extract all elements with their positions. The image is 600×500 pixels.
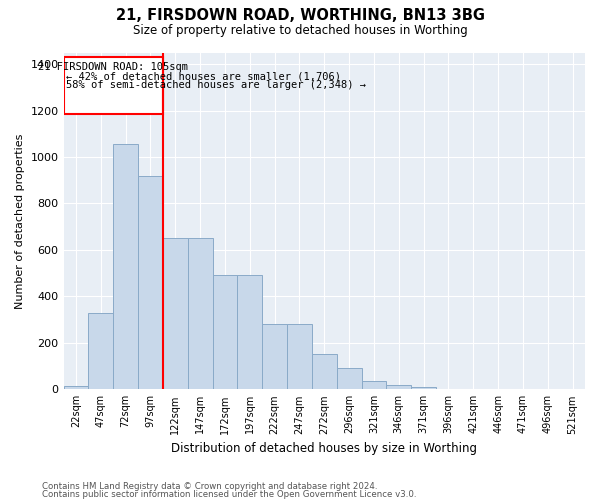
Bar bbox=[64, 386, 88, 390]
Bar bbox=[362, 381, 386, 390]
Bar bbox=[386, 384, 411, 390]
Bar bbox=[163, 238, 188, 390]
Bar bbox=[138, 176, 163, 390]
Bar bbox=[312, 354, 337, 390]
Bar bbox=[238, 276, 262, 390]
Bar bbox=[113, 144, 138, 390]
Text: ← 42% of detached houses are smaller (1,706): ← 42% of detached houses are smaller (1,… bbox=[65, 71, 341, 81]
Bar bbox=[212, 276, 238, 390]
Text: Contains HM Land Registry data © Crown copyright and database right 2024.: Contains HM Land Registry data © Crown c… bbox=[42, 482, 377, 491]
Text: 58% of semi-detached houses are larger (2,348) →: 58% of semi-detached houses are larger (… bbox=[65, 80, 365, 90]
Bar bbox=[337, 368, 362, 390]
Bar bbox=[287, 324, 312, 390]
Bar bbox=[188, 238, 212, 390]
Text: Contains public sector information licensed under the Open Government Licence v3: Contains public sector information licen… bbox=[42, 490, 416, 499]
Text: 21 FIRSDOWN ROAD: 105sqm: 21 FIRSDOWN ROAD: 105sqm bbox=[38, 62, 188, 72]
Bar bbox=[411, 387, 436, 390]
Text: 21, FIRSDOWN ROAD, WORTHING, BN13 3BG: 21, FIRSDOWN ROAD, WORTHING, BN13 3BG bbox=[115, 8, 485, 22]
Text: Size of property relative to detached houses in Worthing: Size of property relative to detached ho… bbox=[133, 24, 467, 37]
X-axis label: Distribution of detached houses by size in Worthing: Distribution of detached houses by size … bbox=[171, 442, 477, 455]
Bar bbox=[88, 312, 113, 390]
Bar bbox=[64, 57, 163, 114]
Bar bbox=[262, 324, 287, 390]
Y-axis label: Number of detached properties: Number of detached properties bbox=[15, 133, 25, 308]
